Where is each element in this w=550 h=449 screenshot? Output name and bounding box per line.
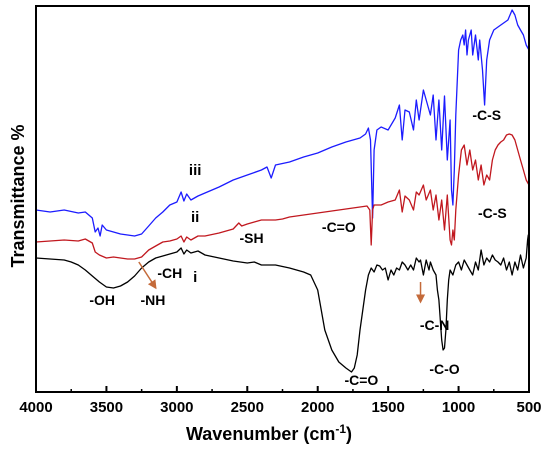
peak-annotation: -SH bbox=[239, 230, 263, 246]
x-axis-title: Wavenumber (cm-1) bbox=[186, 422, 352, 444]
series-ii-line bbox=[35, 133, 530, 260]
x-tick-label: 4000 bbox=[19, 399, 52, 416]
series-label-iii: iii bbox=[189, 162, 202, 179]
peak-annotation: -C-S bbox=[472, 107, 501, 123]
peak-annotation: -OH bbox=[89, 292, 115, 308]
x-axis-ticks: 4000 3500 3000 2500 2000 1500 1000 500 bbox=[19, 386, 542, 416]
x-tick-label: 2000 bbox=[301, 399, 334, 416]
peak-annotation: -NH bbox=[140, 292, 165, 308]
peak-annotation: -C-N bbox=[420, 317, 450, 333]
series-i-line bbox=[35, 234, 530, 373]
x-tick-label: 1500 bbox=[371, 399, 404, 416]
x-tick-label: 3000 bbox=[160, 399, 193, 416]
x-tick-label: 500 bbox=[516, 399, 541, 416]
peak-annotation: -C-S bbox=[478, 205, 507, 221]
plot-area bbox=[35, 9, 530, 373]
x-tick-label: 3500 bbox=[90, 399, 123, 416]
plot-frame bbox=[35, 5, 530, 393]
x-tick-label: 2500 bbox=[231, 399, 264, 416]
peak-annotation: -C=O bbox=[344, 372, 378, 388]
peak-annotation: -CH bbox=[157, 265, 182, 281]
x-tick-label: 1000 bbox=[442, 399, 475, 416]
annotation-arrow bbox=[138, 261, 157, 290]
series-iii-line bbox=[35, 9, 530, 237]
series-label-i: i bbox=[193, 269, 197, 286]
series-label-ii: ii bbox=[191, 209, 199, 226]
peak-annotation: -C=O bbox=[322, 219, 356, 235]
y-axis-title: Transmittance % bbox=[8, 124, 28, 267]
peak-annotation: -C-O bbox=[429, 361, 459, 377]
